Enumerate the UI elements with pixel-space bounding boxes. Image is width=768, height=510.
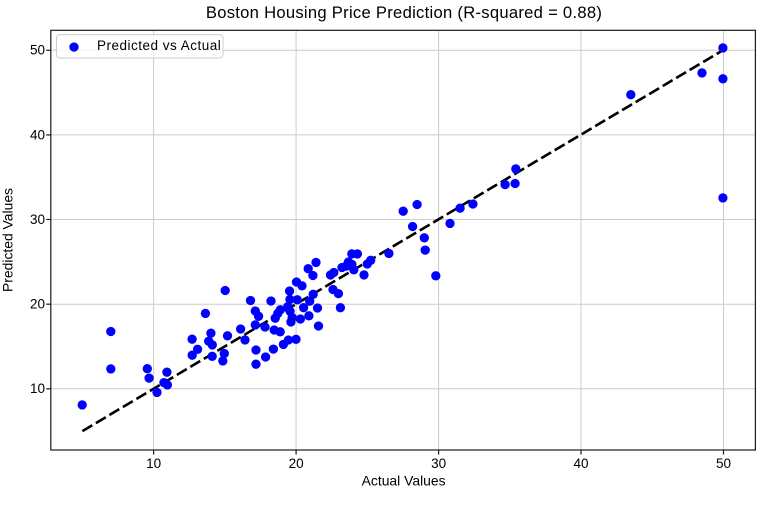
svg-text:30: 30 bbox=[431, 456, 446, 471]
svg-text:Boston Housing Price Predictio: Boston Housing Price Prediction (R-squar… bbox=[206, 3, 602, 22]
svg-text:40: 40 bbox=[573, 456, 588, 471]
svg-text:10: 10 bbox=[146, 456, 161, 471]
svg-text:Predicted vs Actual: Predicted vs Actual bbox=[97, 38, 221, 53]
svg-text:20: 20 bbox=[30, 297, 45, 312]
svg-text:50: 50 bbox=[30, 43, 45, 58]
svg-text:10: 10 bbox=[30, 381, 45, 396]
svg-text:40: 40 bbox=[30, 127, 45, 142]
svg-text:50: 50 bbox=[716, 456, 731, 471]
svg-text:Actual Values: Actual Values bbox=[362, 472, 446, 488]
svg-text:Predicted Values: Predicted Values bbox=[0, 188, 16, 292]
svg-text:20: 20 bbox=[289, 456, 304, 471]
svg-text:30: 30 bbox=[30, 212, 45, 227]
